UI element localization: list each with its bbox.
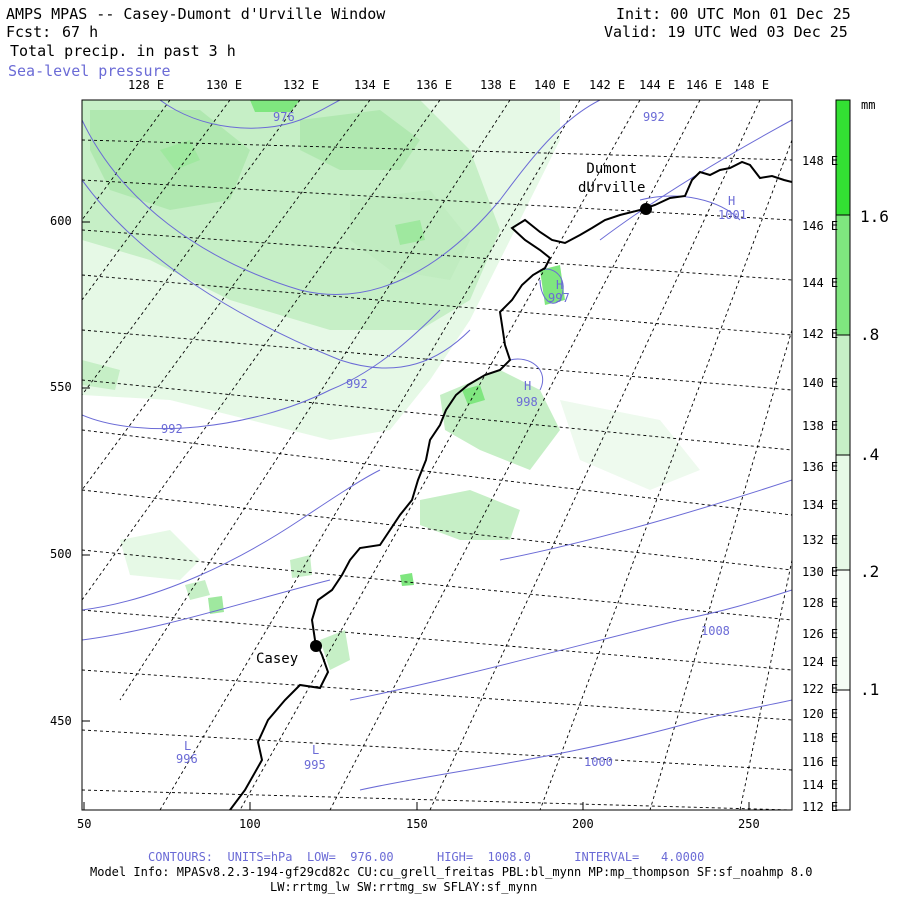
station-label-casey: Casey	[256, 651, 299, 667]
pressure-center-value: 998	[516, 395, 538, 409]
pressure-center-type: L	[184, 739, 192, 753]
lon-label-top: 134 E	[354, 78, 391, 92]
contour-label: 992	[346, 377, 368, 391]
lon-label-right: 138 E	[802, 419, 839, 433]
colorbar-level: .8	[860, 325, 880, 344]
contour-info: CONTOURS: UNITS=hPa LOW= 976.00 HIGH= 10…	[148, 850, 705, 864]
lon-label-right: 116 E	[802, 755, 839, 769]
pressure-contours	[82, 100, 792, 791]
lon-label-right: 146 E	[802, 219, 839, 233]
station-label-dumont: Dumont dUrville	[578, 161, 646, 196]
lon-label-top: 146 E	[686, 78, 723, 92]
lon-label-top: 132 E	[283, 78, 320, 92]
field-name: Total precip. in past 3 h	[10, 42, 236, 60]
grid-label-left: 600	[50, 214, 72, 228]
pressure-center-value: 1001	[718, 208, 747, 222]
lon-label-top: 144 E	[639, 78, 676, 92]
grid-label-bottom: 200	[572, 817, 594, 831]
lon-label-right: 120 E	[802, 707, 839, 721]
lon-label-right: 140 E	[802, 376, 839, 390]
lon-label-top: 140 E	[534, 78, 571, 92]
lon-label-right: 122 E	[802, 682, 839, 696]
station-dumont-marker	[640, 203, 652, 215]
pressure-center-value: 996	[176, 752, 198, 766]
lon-label-right: 124 E	[802, 655, 839, 669]
grid-label-bottom: 100	[239, 817, 261, 831]
forecast-label: Fcst:	[6, 23, 52, 41]
lon-label-top: 138 E	[480, 78, 517, 92]
contour-label: 992	[643, 110, 665, 124]
contour-label: 1000	[584, 755, 613, 769]
model-info-physics: LW:rrtmg_lw SW:rrtmg_sw SFLAY:sf_mynn	[270, 880, 538, 894]
lon-label-top: 136 E	[416, 78, 453, 92]
colorbar-level: 1.6	[860, 207, 889, 226]
model-info: Model Info: MPASv8.2.3-194-gf29cd82c CU:…	[90, 865, 813, 879]
lon-label-top: 148 E	[733, 78, 770, 92]
pressure-center-type: H	[556, 278, 564, 292]
lon-label-right: 132 E	[802, 533, 839, 547]
lon-label-right: 134 E	[802, 498, 839, 512]
colorbar-level: .2	[860, 562, 880, 581]
lon-label-top: 142 E	[589, 78, 626, 92]
pressure-center-type: H	[524, 379, 532, 393]
pressure-center-value: 995	[304, 758, 326, 772]
grid-label-bottom: 150	[406, 817, 428, 831]
grid-label-left: 550	[50, 380, 72, 394]
lon-label-right: 136 E	[802, 460, 839, 474]
colorbar-level: .4	[860, 445, 880, 464]
lon-label-right: 114 E	[802, 778, 839, 792]
plot-frame	[81, 99, 793, 811]
lon-label-right: 118 E	[802, 731, 839, 745]
pressure-center-type: H	[728, 194, 736, 208]
forecast-hour: 67 h	[62, 23, 99, 41]
pressure-center-value: 997	[548, 291, 570, 305]
contour-label: 1008	[701, 624, 730, 638]
lon-label-right: 144 E	[802, 276, 839, 290]
grid-label-left: 450	[50, 714, 72, 728]
init-time: Init: 00 UTC Mon 01 Dec 25	[616, 5, 851, 23]
grid-label-bottom: 250	[738, 817, 760, 831]
station-casey-marker	[310, 640, 322, 652]
lon-label-right: 142 E	[802, 327, 839, 341]
contour-label: 976	[273, 110, 295, 124]
lon-label-right: 130 E	[802, 565, 839, 579]
contour-label: 992	[161, 422, 183, 436]
lon-label-right: 112 E	[802, 800, 839, 814]
precip-shading	[82, 100, 700, 670]
colorbar-level: .1	[860, 680, 880, 699]
lon-label-right: 126 E	[802, 627, 839, 641]
contour-field-name: Sea-level pressure	[8, 62, 171, 80]
map-title: AMPS MPAS -- Casey-Dumont d'Urville Wind…	[6, 5, 386, 23]
graticule	[82, 100, 792, 810]
lon-label-right: 148 E	[802, 154, 839, 168]
lon-label-right: 128 E	[802, 596, 839, 610]
grid-label-left: 500	[50, 547, 72, 561]
colorbar	[835, 99, 851, 811]
lon-label-top: 130 E	[206, 78, 243, 92]
pressure-center-type: L	[312, 743, 320, 757]
grid-label-bottom: 50	[77, 817, 92, 831]
valid-time: Valid: 19 UTC Wed 03 Dec 25	[604, 23, 848, 41]
lon-label-top: 128 E	[128, 78, 165, 92]
colorbar-unit: mm	[861, 98, 876, 112]
